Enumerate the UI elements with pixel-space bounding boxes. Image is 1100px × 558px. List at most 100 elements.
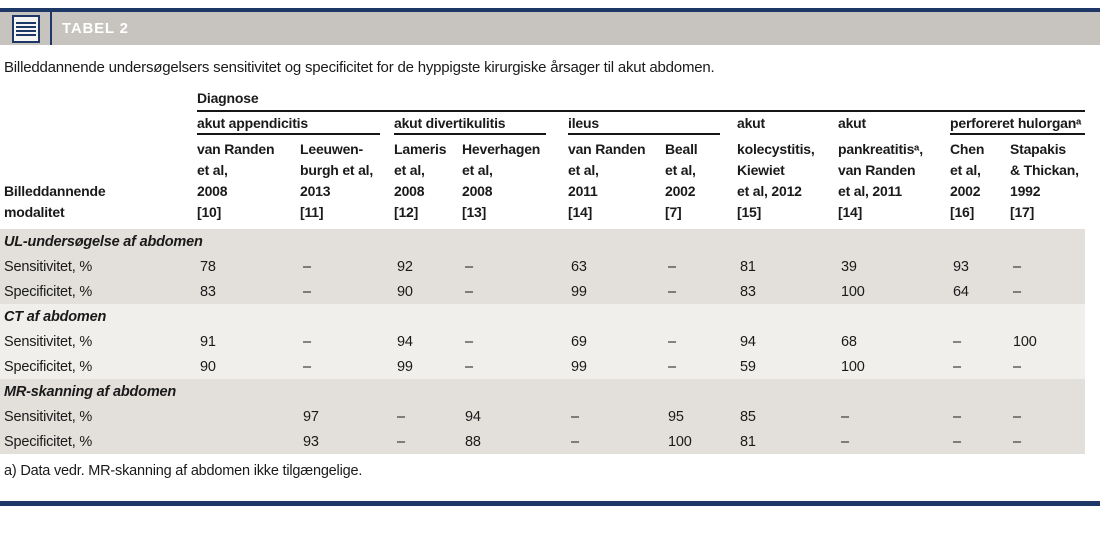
value-cell: 97 bbox=[303, 408, 319, 425]
value-cell: – bbox=[465, 283, 473, 300]
diagnose-row: Diagnose bbox=[0, 88, 1086, 112]
value-cell: 100 bbox=[841, 283, 865, 300]
value-cell: 99 bbox=[571, 283, 587, 300]
section-header-row: UL-undersøgelse af abdomen bbox=[0, 229, 1086, 254]
table-figure: TABEL 2 Billeddannende undersøgelsers se… bbox=[0, 8, 1100, 506]
table-row: Specificitet, % 93 – 88 – 100 81 – – – bbox=[0, 429, 1086, 454]
table-title: TABEL 2 bbox=[62, 20, 129, 37]
value-cell: 93 bbox=[953, 258, 969, 275]
row-label: Sensitivitet, % bbox=[4, 408, 93, 425]
table-header-band: TABEL 2 bbox=[0, 8, 1100, 45]
study-header: kolecystitis, Kiewiet et al, 2012 [15] bbox=[737, 141, 815, 220]
group-cell-pankreatitis: akut bbox=[838, 112, 950, 135]
value-cell: 39 bbox=[841, 258, 857, 275]
value-cell: – bbox=[465, 333, 473, 350]
band-divider bbox=[50, 8, 52, 45]
value-cell: 90 bbox=[397, 283, 413, 300]
value-cell: 85 bbox=[740, 408, 756, 425]
study-header: Lameris et al, 2008 [12] bbox=[394, 141, 447, 220]
value-cell: 99 bbox=[397, 358, 413, 375]
value-cell: – bbox=[668, 283, 676, 300]
group-cell-ileus: ileus bbox=[568, 112, 737, 135]
value-cell: 59 bbox=[740, 358, 756, 375]
value-cell: 64 bbox=[953, 283, 969, 300]
value-cell: – bbox=[571, 408, 579, 425]
table-row: Specificitet, % 83 – 90 – 99 – 83 100 64… bbox=[0, 279, 1086, 304]
group-label: akut appendicitis bbox=[197, 115, 380, 135]
value-cell bbox=[197, 404, 300, 429]
top-rule bbox=[0, 8, 1100, 12]
value-cell: 100 bbox=[1013, 333, 1037, 350]
value-cell: – bbox=[953, 358, 961, 375]
table-row: Sensitivitet, % 97 – 94 – 95 85 – – – bbox=[0, 404, 1086, 429]
diagnose-header-cell: Diagnose bbox=[197, 88, 1086, 112]
table-row: Specificitet, % 90 – 99 – 99 – 59 100 – … bbox=[0, 354, 1086, 379]
value-cell: – bbox=[303, 258, 311, 275]
group-label: akut bbox=[838, 115, 866, 131]
study-header: Heverhagen et al, 2008 [13] bbox=[462, 141, 541, 220]
value-cell: 100 bbox=[841, 358, 865, 375]
footnote: a) Data vedr. MR-skanning af abdomen ikk… bbox=[4, 463, 363, 479]
study-header: van Randen et al, 2008 [10] bbox=[197, 141, 275, 220]
value-cell: – bbox=[953, 333, 961, 350]
study-header: Chen et al, 2002 [16] bbox=[950, 141, 985, 220]
value-cell: – bbox=[1013, 408, 1021, 425]
value-cell: 69 bbox=[571, 333, 587, 350]
section-label: CT af abdomen bbox=[4, 308, 107, 325]
value-cell: – bbox=[668, 333, 676, 350]
value-cell bbox=[197, 429, 300, 454]
value-cell: 92 bbox=[397, 258, 413, 275]
group-label: ileus bbox=[568, 115, 720, 135]
table-caption: Billeddannende undersøgelsers sensitivit… bbox=[4, 59, 715, 76]
group-cell-appendicitis: akut appendicitis bbox=[197, 112, 394, 135]
value-cell: – bbox=[668, 258, 676, 275]
spacer-cell bbox=[0, 88, 197, 112]
value-cell: 83 bbox=[200, 283, 216, 300]
value-cell: – bbox=[1013, 258, 1021, 275]
value-cell: – bbox=[397, 433, 405, 450]
value-cell: – bbox=[303, 283, 311, 300]
value-cell: – bbox=[465, 258, 473, 275]
value-cell: 95 bbox=[668, 408, 684, 425]
study-header: van Randen et al, 2011 [14] bbox=[568, 141, 646, 220]
value-cell: – bbox=[571, 433, 579, 450]
value-cell: 68 bbox=[841, 333, 857, 350]
group-cell-kolecystitis: akut bbox=[737, 112, 838, 135]
value-cell: – bbox=[465, 358, 473, 375]
table-list-icon bbox=[12, 14, 40, 43]
icon-line bbox=[16, 25, 36, 28]
study-header: Leeuwen- burgh et al, 2013 [11] bbox=[300, 141, 374, 220]
value-cell: 90 bbox=[200, 358, 216, 375]
value-cell: – bbox=[1013, 433, 1021, 450]
value-cell: – bbox=[668, 358, 676, 375]
row-label: Sensitivitet, % bbox=[4, 258, 93, 275]
diagnose-label: Diagnose bbox=[197, 90, 1086, 112]
value-cell: 91 bbox=[200, 333, 216, 350]
section-header-row: MR-skanning af abdomen bbox=[0, 379, 1086, 404]
data-table: Diagnose akut appendicitis akut divertik… bbox=[0, 88, 1086, 454]
spacer-cell bbox=[0, 112, 197, 135]
value-cell: – bbox=[841, 433, 849, 450]
value-cell: – bbox=[953, 408, 961, 425]
icon-line bbox=[16, 29, 36, 32]
value-cell: 81 bbox=[740, 433, 756, 450]
value-cell: 100 bbox=[668, 433, 692, 450]
value-cell: – bbox=[1013, 358, 1021, 375]
row-label: Sensitivitet, % bbox=[4, 333, 93, 350]
value-cell: – bbox=[303, 333, 311, 350]
table-row: Sensitivitet, % 78 – 92 – 63 – 81 39 93 … bbox=[0, 254, 1086, 279]
study-header: Stapakis & Thickan, 1992 [17] bbox=[1010, 141, 1079, 220]
group-label: akut divertikulitis bbox=[394, 115, 546, 135]
group-cell-hulorgan: perforeret hulorganᵃ bbox=[950, 112, 1086, 135]
value-cell: 94 bbox=[465, 408, 481, 425]
study-header-row: Billeddannende modalitet van Randen et a… bbox=[0, 135, 1085, 229]
value-cell: – bbox=[397, 408, 405, 425]
study-header: pankreatitisᵃ, van Randen et al, 2011 [1… bbox=[838, 141, 923, 220]
table-row: Sensitivitet, % 91 – 94 – 69 – 94 68 – 1… bbox=[0, 329, 1086, 354]
section-header-row: CT af abdomen bbox=[0, 304, 1086, 329]
value-cell: – bbox=[1013, 283, 1021, 300]
section-label: UL-undersøgelse af abdomen bbox=[4, 233, 203, 250]
section-label: MR-skanning af abdomen bbox=[4, 383, 177, 400]
row-label: Specificitet, % bbox=[4, 358, 93, 375]
group-cell-divertikulitis: akut divertikulitis bbox=[394, 112, 568, 135]
